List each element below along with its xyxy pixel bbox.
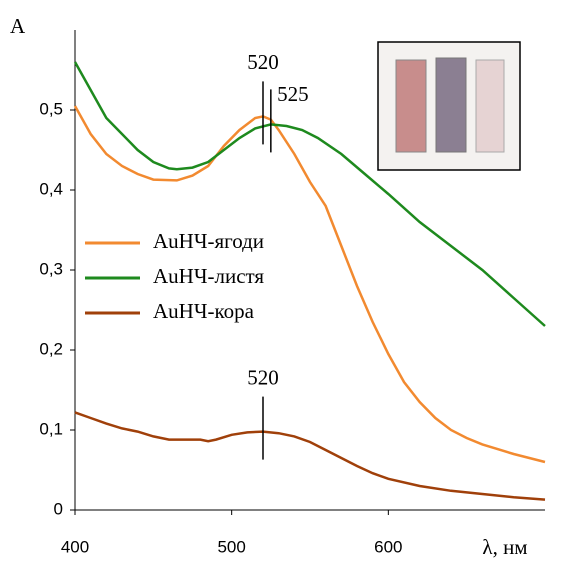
x-tick-label: 400 [61,537,89,556]
legend-label: AuHЧ-листя [153,264,264,288]
y-tick-label: 0,2 [39,339,63,358]
x-axis-label: λ, нм [482,535,527,559]
y-tick-label: 0,5 [39,99,63,118]
series-line [74,411,546,501]
y-tick-label: 0 [54,499,63,518]
annotation-label: 520 [247,50,279,74]
x-tick-label: 500 [217,537,245,556]
series-line [73,61,546,327]
inset-photo [377,41,521,171]
y-axis-label: A [10,14,26,38]
x-tick-label: 600 [374,537,402,556]
legend-label: AuHЧ-кора [153,299,255,323]
annotation-label: 520 [247,365,279,389]
y-tick-label: 0,4 [39,179,63,198]
legend-label: AuHЧ-ягоди [153,229,264,253]
y-tick-label: 0,1 [39,419,63,438]
series-line [73,105,546,464]
annotation-label: 525 [277,82,309,106]
y-tick-label: 0,3 [39,259,63,278]
